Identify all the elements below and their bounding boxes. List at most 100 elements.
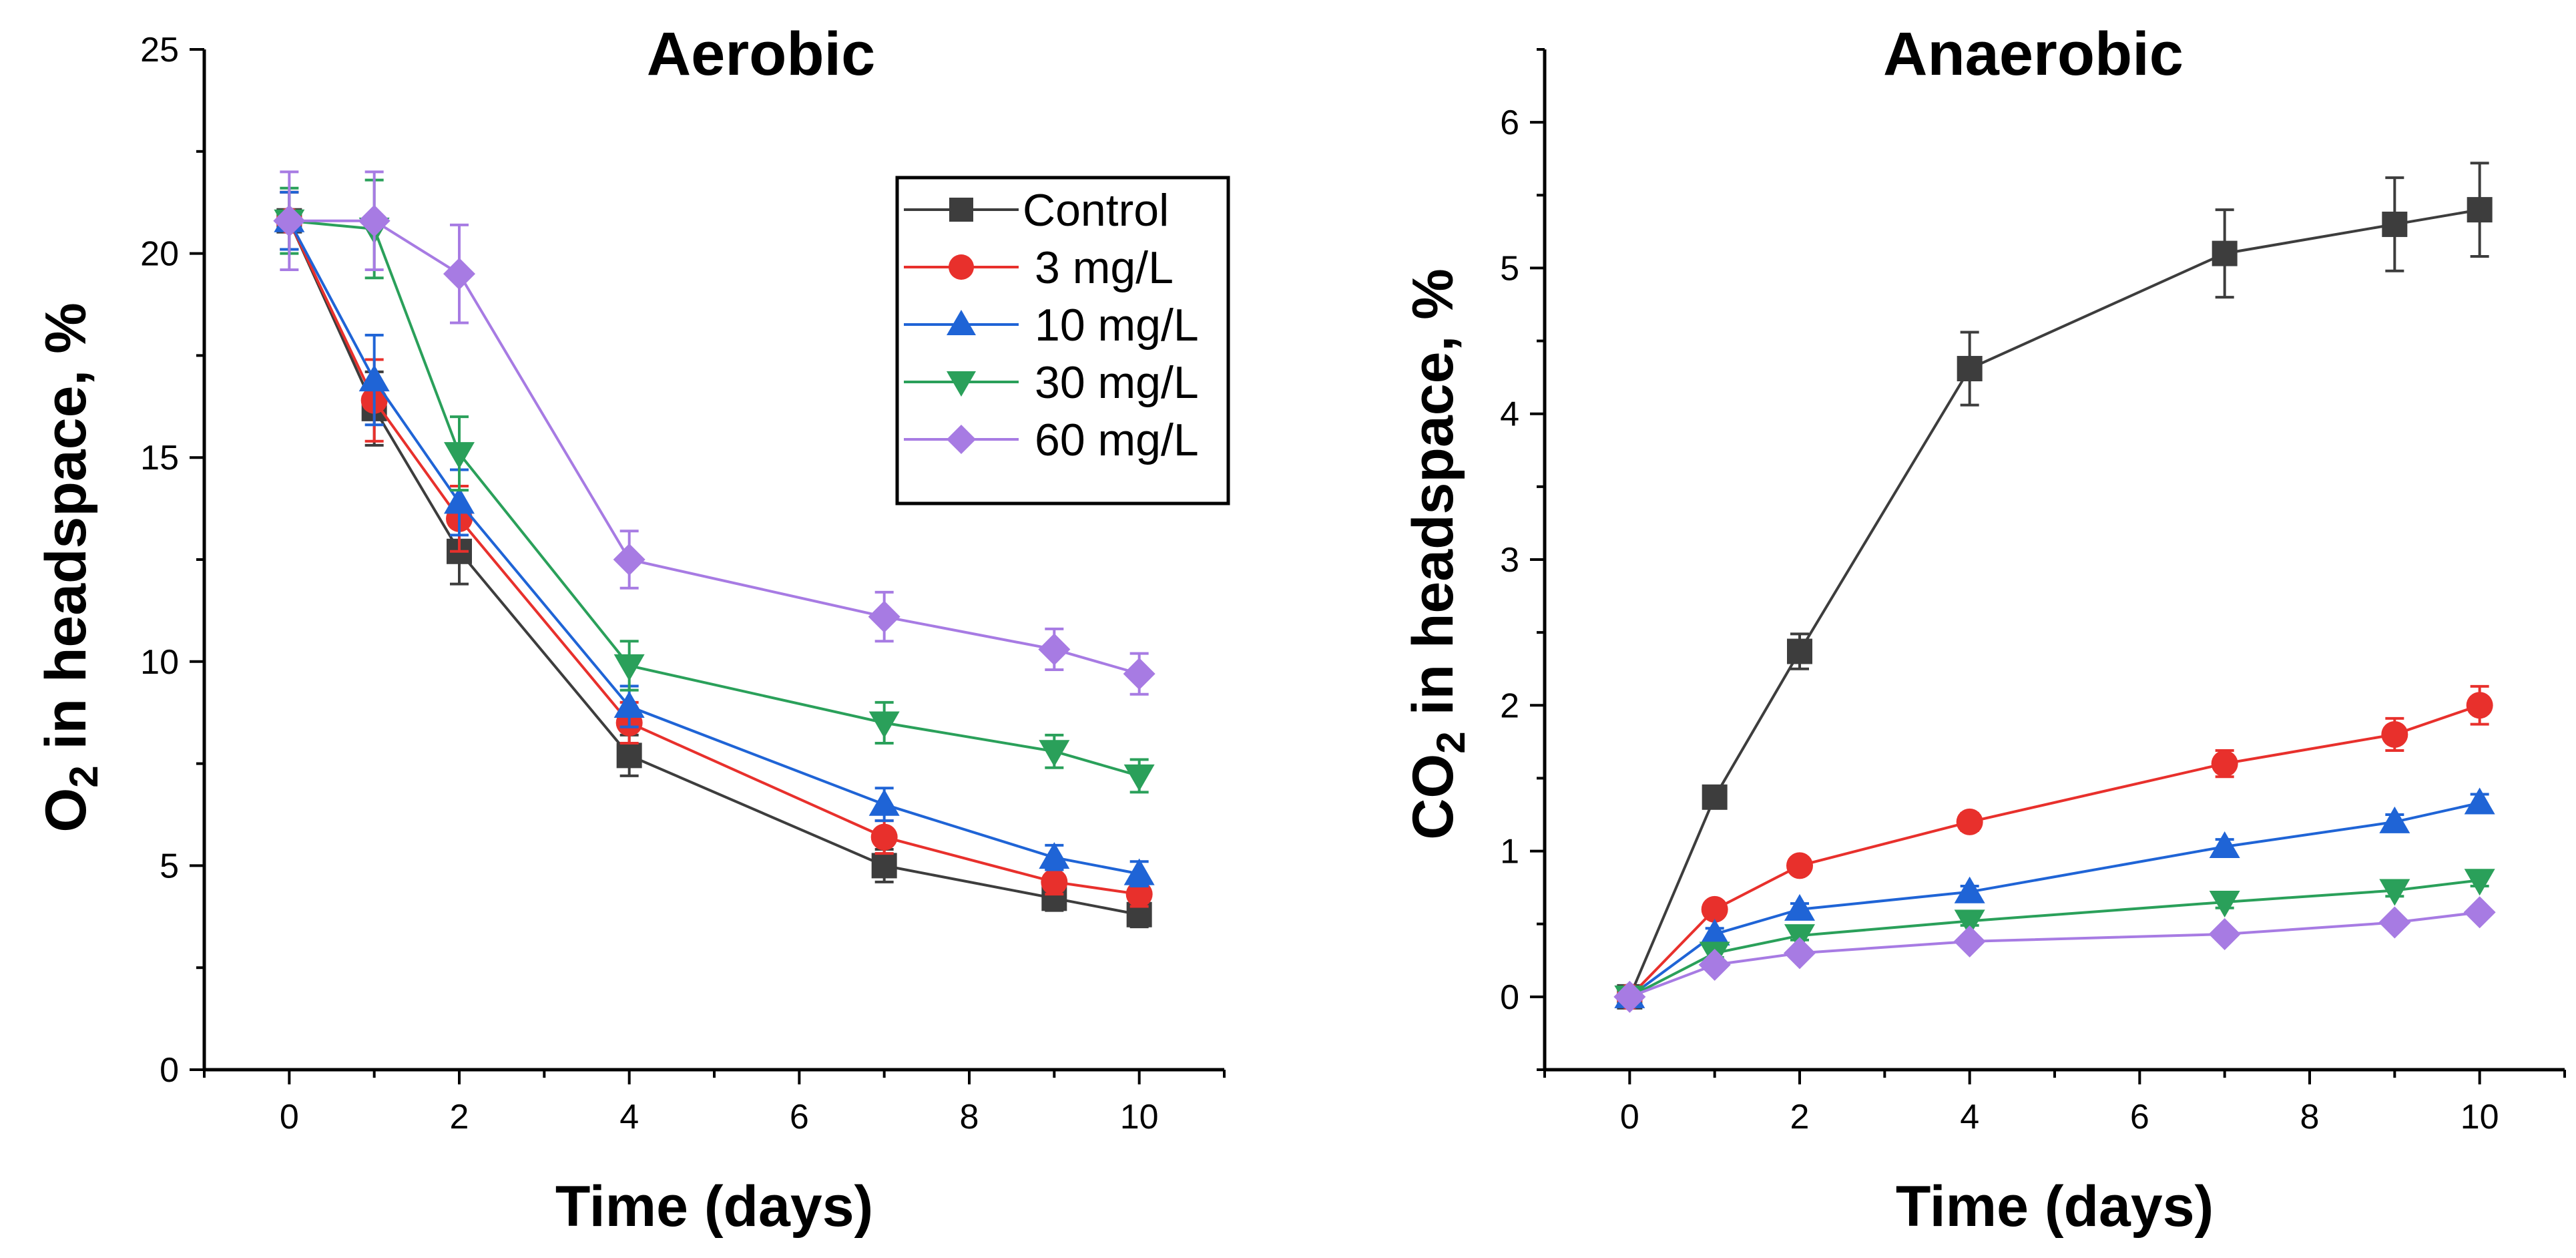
data-point-square [1957,356,1983,382]
y-tick-label: 4 [1500,395,1519,434]
data-point-triangle-down [444,442,475,469]
data-point-circle [2381,720,2408,748]
x-tick-label: 10 [2461,1098,2499,1136]
legend-marker-triangle-up [947,310,976,335]
x-tick-label: 0 [1620,1098,1639,1136]
data-point-square [616,743,642,769]
legend-marker-diamond [947,425,976,454]
y-tick-label: 10 [140,643,179,682]
data-point-triangle-up [613,691,645,718]
data-point-square [1702,784,1728,810]
data-point-diamond [1953,925,1986,958]
y-tick-label: 5 [1500,249,1519,288]
legend-item-10-mg-l: 10 mg/L [904,300,1199,351]
data-point-circle [870,823,898,851]
data-point-square [2382,211,2408,237]
data-point-diamond [2208,917,2241,950]
series-60-mg-l [1613,896,2496,1013]
legend-label: Control [1023,185,1169,236]
data-point-triangle-down [613,654,645,681]
data-point-triangle-up [868,789,900,816]
y-tick-label: 25 [140,31,179,69]
legend-label: 30 mg/L [1035,357,1199,408]
data-point-square [2467,197,2493,223]
aerobic-chart: Aerobic Time (days) O2 in headspace, % 0… [34,20,1230,1239]
legend-marker-circle [949,254,974,280]
data-point-circle [1701,895,1728,923]
legend-label: 3 mg/L [1035,242,1174,293]
data-point-diamond [868,600,900,633]
data-point-diamond [358,204,391,237]
y-axis-label: O2 in headspace, % [34,302,106,832]
series-line [1629,911,2480,998]
x-tick-label: 2 [450,1098,469,1136]
y-tick-label: 15 [140,439,179,477]
data-point-diamond [613,544,646,576]
data-point-diamond [1613,980,1646,1013]
data-point-diamond [2463,896,2496,929]
data-point-triangle-up [1954,876,1985,903]
data-point-diamond [273,204,306,237]
x-tick-label: 0 [280,1098,299,1136]
x-tick-label: 4 [619,1098,639,1136]
data-point-triangle-down [1123,764,1155,791]
data-point-diamond [443,258,475,290]
x-tick-label: 6 [790,1098,809,1136]
data-point-triangle-down [2209,890,2240,917]
series-control [1617,162,2493,1010]
data-point-square [2212,240,2238,266]
y-tick-label: 2 [1500,686,1519,725]
x-tick-label: 4 [1960,1098,1979,1136]
data-point-circle [1125,881,1153,908]
y-tick-label: 3 [1500,541,1519,580]
y-tick-label: 0 [1500,978,1519,1017]
data-point-triangle-up [2464,787,2495,815]
data-point-circle [2466,692,2493,719]
legend-item-30-mg-l: 30 mg/L [904,357,1199,408]
series-line [1628,704,2481,998]
x-axis-label: Time (days) [555,1175,873,1239]
data-point-triangle-up [1784,893,1815,921]
data-point-diamond [1698,948,1731,981]
chart-title: Anaerobic [1883,20,2183,88]
data-point-triangle-up [2379,806,2410,833]
data-point-diamond [1123,658,1155,690]
data-point-square [871,853,897,879]
legend-marker-triangle-down [947,371,976,397]
data-point-circle [1041,868,1068,895]
legend-item-3-mg-l: 3 mg/L [904,242,1174,293]
x-tick-label: 6 [2130,1098,2149,1136]
x-tick-label: 8 [2300,1098,2320,1136]
data-point-triangle-down [2464,869,2495,896]
y-tick-label: 6 [1500,103,1519,142]
x-axis-label: Time (days) [1896,1175,2214,1239]
series-30-mg-l [1614,869,2495,1012]
series-3-mg-l [1616,684,2493,1010]
data-point-circle [2211,750,2238,777]
data-point-triangle-up [2209,831,2240,859]
legend: Control 3 mg/L 10 mg/L 30 mg/L 60 mg/L [895,176,1230,505]
x-tick-label: 8 [960,1098,979,1136]
series-line [1629,801,2481,998]
data-point-triangle-down [1954,909,1985,937]
series-10-mg-l [1614,787,2495,1008]
y-tick-label: 20 [140,235,179,274]
chart-title: Aerobic [647,20,876,88]
x-tick-label: 2 [1790,1098,1810,1136]
data-point-triangle-up [1123,858,1155,885]
data-point-diamond [2378,906,2411,939]
legend-label: 10 mg/L [1035,300,1199,351]
y-tick-label: 1 [1500,833,1519,871]
legend-label: 60 mg/L [1035,415,1199,465]
x-tick-label: 10 [1120,1098,1159,1136]
y-tick-label: 5 [160,847,179,885]
data-point-diamond [1038,633,1071,666]
data-point-triangle-down [1039,740,1070,767]
data-point-diamond [1784,937,1816,970]
data-point-triangle-up [1699,918,1730,946]
anaerobic-chart: Anaerobic Time (days) CO2 in headspace, … [1401,20,2566,1239]
legend-marker-square [949,198,973,222]
legend-item-control: Control [904,185,1169,236]
data-point-triangle-up [444,487,475,514]
